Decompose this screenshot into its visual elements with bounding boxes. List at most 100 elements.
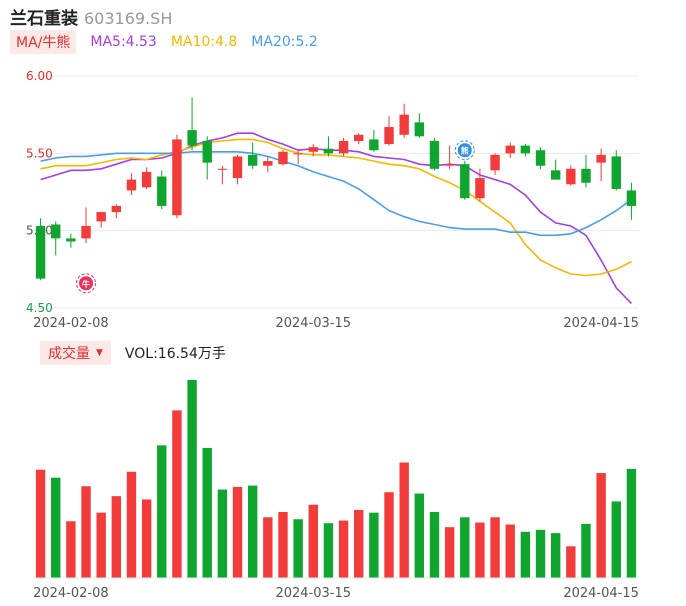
signal-ring (454, 140, 475, 161)
volume-bar (111, 496, 122, 578)
volume-x-tick-label: 2024-03-15 (275, 586, 351, 601)
candle-body (444, 164, 455, 166)
volume-bar (475, 522, 485, 578)
volume-bar (354, 510, 364, 578)
candle-body (399, 114, 409, 135)
candle-body (429, 140, 440, 169)
volume-bar (520, 531, 531, 578)
stock-header: 兰石重装 603169.SH (10, 4, 173, 29)
volume-bar (126, 471, 137, 578)
volume-bar (96, 512, 106, 578)
volume-bar (581, 523, 591, 578)
candle-body (232, 156, 243, 179)
ma-indicator-tab[interactable]: MA/牛熊 (10, 30, 77, 54)
candle-body (626, 190, 637, 206)
volume-value: VOL:16.54万手 (124, 346, 226, 362)
x-tick-label: 2024-02-08 (33, 316, 109, 331)
volume-bar (611, 501, 621, 578)
candle-body (505, 145, 515, 154)
volume-indicator-tab[interactable]: 成交量 ▼ (40, 341, 111, 365)
volume-bar (66, 521, 76, 578)
volume-header: 成交量 ▼ VOL:16.54万手 (40, 341, 226, 365)
candle-body (596, 154, 606, 163)
volume-bar (172, 410, 182, 578)
caret-down-icon: ▼ (96, 348, 103, 358)
candle-body (172, 139, 182, 216)
candle-body (157, 176, 167, 206)
volume-x-tick-label: 2024-02-08 (33, 586, 109, 601)
candle-body (581, 168, 591, 183)
candle-body (111, 205, 122, 213)
candle-body (202, 140, 212, 163)
candle-body (51, 224, 61, 239)
candle-body (414, 122, 425, 137)
volume-bar (202, 447, 212, 578)
candle-body (278, 151, 288, 165)
volume-bar (338, 520, 349, 578)
ma5-legend: MA5:4.53 (90, 34, 157, 50)
volume-x-tick-label: 2024-04-15 (563, 586, 639, 601)
volume-tab-label: 成交量 (48, 346, 90, 362)
candle-body (323, 148, 334, 154)
candle-body (611, 156, 621, 189)
volume-bar (323, 523, 334, 578)
candle-body (308, 147, 318, 152)
ma20-line (40, 151, 632, 237)
volume-bar (566, 546, 576, 578)
candle-body (354, 134, 364, 141)
volume-bar (384, 492, 394, 578)
volume-bar (460, 517, 470, 578)
y-tick-label: 6.00 (26, 69, 53, 83)
candle-body (520, 145, 531, 154)
candle-body (217, 168, 228, 170)
volume-bar (51, 477, 61, 578)
volume-bar (157, 445, 167, 578)
volume-bar (399, 462, 409, 578)
candle-body (475, 178, 485, 199)
candle-body (81, 226, 91, 239)
candle-body (126, 179, 137, 191)
volume-bar (217, 489, 228, 578)
volume-bar (81, 486, 91, 578)
volume-bar (550, 533, 561, 578)
candle-body (247, 154, 258, 166)
volume-bar (308, 504, 318, 578)
volume-bar (505, 524, 515, 578)
volume-bar (293, 519, 303, 578)
candle-body (550, 170, 561, 180)
y-tick-label: 4.50 (26, 301, 53, 315)
bear-signal-icon (457, 143, 472, 158)
volume-bar (35, 469, 46, 578)
volume-bar (369, 512, 379, 578)
candle-body (263, 161, 273, 166)
volume-bar (626, 468, 637, 578)
candle-body (187, 130, 197, 146)
volume-bar (263, 517, 273, 578)
candle-body (384, 127, 394, 145)
candle-body (535, 150, 546, 166)
candle-body (96, 212, 106, 222)
candle-body (141, 171, 152, 188)
volume-bar (247, 485, 258, 578)
x-tick-label: 2024-03-15 (275, 316, 351, 331)
volume-bar (278, 512, 288, 578)
volume-bar (141, 499, 152, 578)
signal-label: 熊 (461, 146, 469, 156)
volume-bar (187, 380, 197, 578)
ma10-legend: MA10:4.8 (170, 34, 238, 50)
volume-bar (596, 473, 606, 578)
volume-bar (429, 512, 440, 578)
candle-body (369, 139, 379, 151)
signal-ring (76, 273, 97, 294)
volume-bar (535, 529, 546, 578)
x-tick-label: 2024-04-15 (563, 316, 639, 331)
candle-body (35, 226, 46, 279)
stock-code: 603169.SH (84, 9, 173, 28)
stock-name: 兰石重装 (10, 9, 78, 29)
volume-bar (232, 486, 243, 578)
candle-body (490, 154, 500, 171)
candle-body (66, 238, 76, 242)
y-tick-label: 5.50 (26, 146, 53, 160)
candle-body (338, 140, 349, 154)
